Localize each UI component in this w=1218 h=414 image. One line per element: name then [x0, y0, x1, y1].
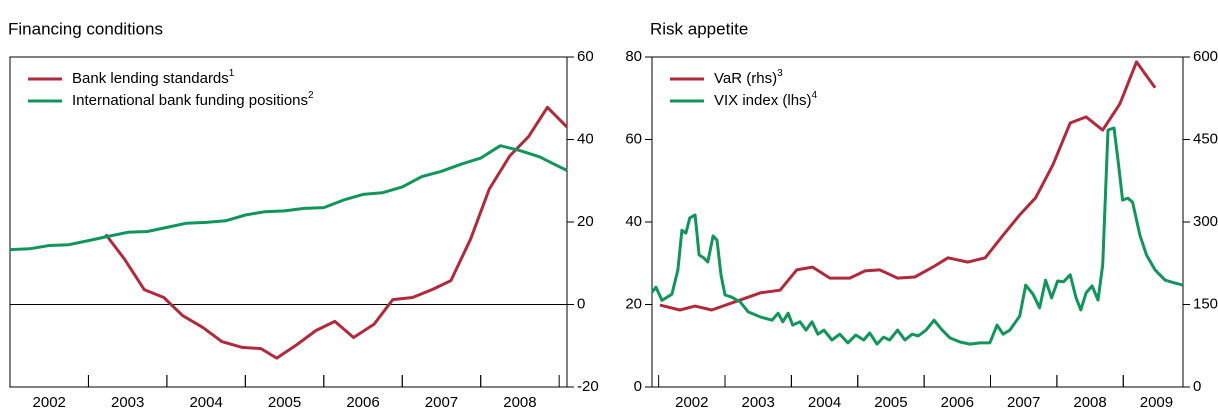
y-tick-label: 600	[1193, 48, 1218, 65]
x-tick-label: 2008	[503, 394, 536, 411]
x-tick-label: 2007	[425, 394, 458, 411]
y-tick-label: 300	[1193, 213, 1218, 230]
x-tick-label: 2003	[111, 394, 144, 411]
x-tick-label: 2007	[1007, 394, 1040, 411]
series-line	[659, 60, 1157, 312]
x-tick-label: 2008	[1073, 394, 1106, 411]
series-line	[650, 126, 1184, 346]
legend-label: VaR (rhs)3	[714, 68, 783, 87]
series-line	[104, 105, 569, 360]
x-tick-label: 2002	[33, 394, 66, 411]
y-tick-label: 20	[577, 213, 594, 230]
series-line	[9, 144, 568, 252]
y-tick-label: 40	[577, 130, 594, 147]
legend-name: VaR (rhs)	[714, 70, 777, 87]
x-tick-label: 2002	[675, 394, 708, 411]
y-tick-label: 60	[577, 48, 594, 65]
y-tick-label: 0	[634, 378, 642, 395]
chart-title: Financing conditions	[8, 19, 163, 38]
x-tick-label: 2005	[268, 394, 301, 411]
x-tick-label: 2004	[189, 394, 222, 411]
y-tick-label: 0	[1193, 378, 1201, 395]
x-tick-label: 2005	[874, 394, 907, 411]
y-tick-label: 80	[625, 48, 642, 65]
legend-note: 3	[777, 68, 783, 79]
legend-note: 4	[812, 90, 818, 101]
legend-name: VIX index (lhs)	[714, 92, 812, 109]
y-tick-label: 20	[625, 295, 642, 312]
y-tick-label: -20	[577, 378, 599, 395]
x-tick-label: 2006	[941, 394, 974, 411]
y-tick-label: 40	[625, 213, 642, 230]
y-tick-label: 450	[1193, 130, 1218, 147]
x-tick-label: 2009	[1140, 394, 1173, 411]
legend-label: VIX index (lhs)4	[714, 90, 818, 109]
chart-title: Risk appetite	[650, 19, 748, 38]
legend-label: Bank lending standards1	[72, 68, 235, 87]
x-tick-label: 2003	[742, 394, 775, 411]
legend-note: 2	[308, 90, 314, 101]
x-tick-label: 2006	[346, 394, 379, 411]
y-tick-label: 150	[1193, 295, 1218, 312]
y-tick-label: 60	[625, 130, 642, 147]
legend-name: International bank funding positions	[72, 92, 308, 109]
legend-name: Bank lending standards	[72, 70, 229, 87]
y-tick-label: 0	[577, 295, 585, 312]
legend-label: International bank funding positions2	[72, 90, 314, 109]
legend-note: 1	[229, 68, 235, 79]
x-tick-label: 2004	[808, 394, 841, 411]
